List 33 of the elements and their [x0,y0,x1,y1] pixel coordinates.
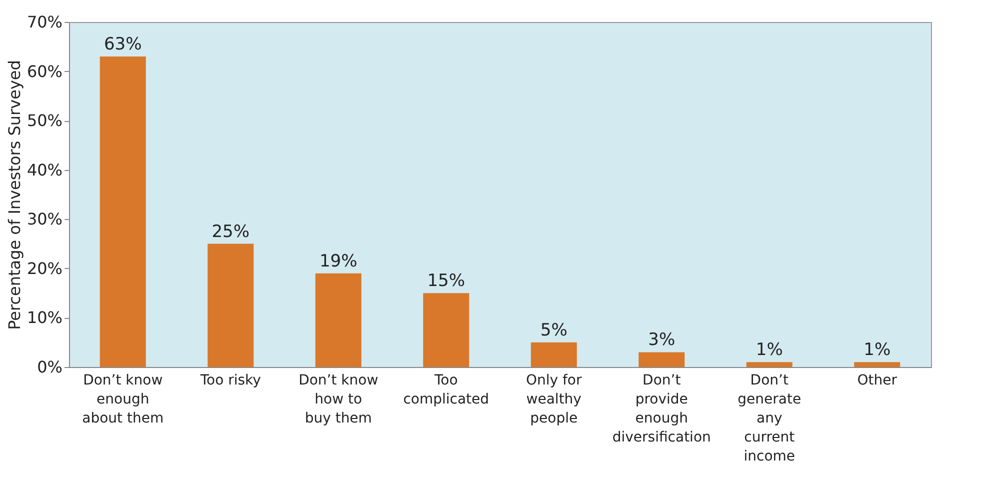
y-tick-label: 70% [26,12,62,32]
bar [638,352,685,367]
bar [423,293,470,367]
data-label: 3% [648,330,676,350]
bar [315,273,362,367]
data-label: 1% [864,340,891,360]
bar [854,362,900,367]
x-tick-label: Too risky [199,372,261,388]
bar [746,362,792,367]
bar [100,56,146,367]
y-tick-label: 30% [26,210,62,229]
x-tick-label: Don’t generate any current income [738,372,802,464]
y-tick-label: 60% [26,62,62,81]
x-tick-label: Only for wealthy people [526,372,582,426]
data-label: 25% [212,222,250,242]
y-tick-label: 10% [26,308,62,328]
data-label: 1% [756,340,783,360]
data-label: 15% [427,271,466,292]
y-tick-label: 0% [37,358,62,376]
x-tick-label: Don’t know enough about them [82,372,164,426]
x-tick-label: Too complicated [403,372,490,408]
data-label: 5% [540,320,568,340]
y-tick-label: 20% [26,258,62,278]
bar [530,342,577,367]
x-tick-label: Don’t provide enough diversification [612,372,711,446]
x-tick-label: Other [857,372,898,388]
y-tick-label: 40% [26,160,62,180]
y-tick-label: 50% [26,111,62,130]
x-tick-label: Don’t know how to buy them [298,372,378,426]
bar [208,244,254,367]
data-label: 19% [319,251,358,272]
data-label: 63% [104,34,142,54]
y-axis-title: Percentage of Investors Surveyed [4,60,24,330]
